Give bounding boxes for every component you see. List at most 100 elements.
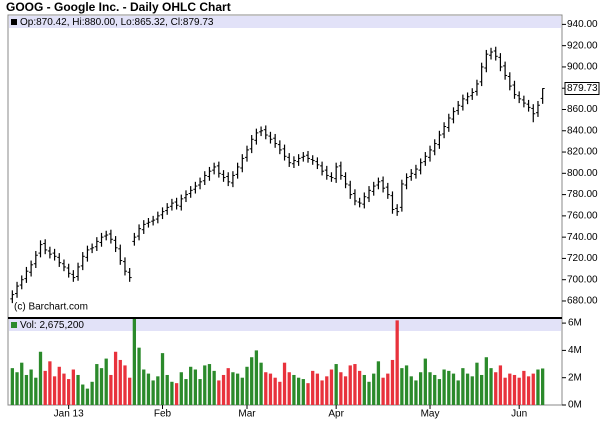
volume-bar: [353, 364, 357, 405]
volume-bar: [329, 369, 334, 405]
volume-bar: [484, 357, 488, 405]
volume-bar: [48, 361, 52, 405]
volume-bar: [160, 353, 165, 405]
volume-bar: [386, 373, 390, 405]
volume-bar: [287, 372, 291, 405]
y-tick-label: 840.00: [567, 125, 598, 136]
volume-bar: [531, 373, 535, 405]
volume-bar: [301, 379, 305, 405]
volume-bar: [62, 373, 66, 405]
volume-bar: [522, 370, 526, 405]
y-tick-label: 900.00: [567, 62, 598, 73]
volume-bar: [189, 366, 193, 405]
volume-bar: [428, 372, 432, 405]
y-tick-label: 720.00: [567, 253, 598, 264]
volume-bar: [503, 377, 507, 405]
volume-bar: [235, 373, 240, 405]
volume-bar: [372, 373, 376, 405]
volume-bar: [409, 376, 413, 405]
y-tick-label: 760.00: [567, 211, 598, 222]
last-price-box: [564, 82, 600, 95]
volume-bar: [99, 368, 104, 405]
volume-bar: [245, 366, 249, 405]
volume-bar: [95, 364, 99, 405]
volume-bar: [536, 369, 540, 405]
volume-bar: [442, 369, 446, 405]
volume-bar: [357, 370, 362, 405]
x-tick-label: Jun: [511, 409, 527, 420]
volume-bar: [254, 350, 259, 405]
volume-bar: [250, 357, 254, 405]
y-tick-label: 680.00: [567, 296, 598, 307]
volume-bar: [456, 380, 460, 405]
volume-bar: [306, 383, 310, 405]
volume-bar: [273, 377, 277, 405]
volume-bar: [132, 319, 137, 405]
volume-bar: [315, 373, 320, 405]
price-legend: Op:870.42, Hi:880.00, Lo:865.32, Cl:879.…: [20, 17, 214, 28]
y-tick-label: 740.00: [567, 232, 598, 243]
volume-bar: [90, 381, 94, 405]
volume-bar: [517, 377, 521, 405]
y-tick-label: 820.00: [567, 147, 598, 158]
volume-bar: [34, 377, 38, 405]
volume-bar: [231, 372, 235, 405]
y-tick-label: 6M: [568, 318, 582, 329]
volume-bar: [217, 380, 221, 405]
volume-bar: [489, 368, 493, 405]
volume-bar: [381, 377, 385, 405]
volume-bar: [38, 351, 43, 405]
volume-bar: [447, 370, 451, 405]
y-tick-label: 0M: [568, 400, 582, 411]
volume-bar: [71, 369, 75, 405]
volume-bar: [367, 381, 371, 405]
volume-bar: [433, 374, 437, 405]
volume-bar: [376, 361, 381, 405]
volume-bar: [343, 376, 348, 405]
volume-bar: [512, 374, 517, 405]
volume-bar: [113, 351, 118, 405]
volume-bar: [526, 376, 531, 405]
volume-bar: [81, 384, 85, 405]
volume-bar: [52, 376, 57, 405]
volume-bar: [465, 373, 470, 405]
volume-bar: [104, 358, 108, 405]
volume-bar: [20, 362, 24, 405]
volume-bar: [494, 372, 498, 405]
volume-bar: [268, 373, 273, 405]
volume-bar: [67, 379, 71, 405]
volume-bar: [207, 364, 212, 405]
volume-bar: [24, 374, 29, 405]
volume-bar: [174, 383, 179, 405]
volume-bar: [146, 373, 151, 405]
volume-bar: [142, 369, 146, 405]
volume-bar: [198, 379, 202, 405]
volume-bar: [212, 370, 216, 405]
y-tick-label: 780.00: [567, 189, 598, 200]
x-tick-label: Jan 13: [54, 409, 84, 420]
volume-bar: [221, 374, 226, 405]
volume-bar: [475, 362, 479, 405]
volume-bar: [76, 374, 80, 405]
legend-swatch: [11, 322, 17, 328]
y-tick-label: 940.00: [567, 19, 598, 30]
volume-bar: [264, 372, 268, 405]
volume-bar: [259, 362, 263, 405]
volume-bar: [203, 365, 207, 405]
volume-bar: [128, 377, 132, 405]
volume-bar: [541, 368, 545, 405]
volume-bar: [240, 377, 244, 405]
volume-bar: [179, 372, 183, 405]
volume-bar: [461, 368, 465, 405]
volume-bar: [451, 373, 456, 405]
volume-bar: [170, 381, 174, 405]
last-price: 879.73: [567, 83, 598, 94]
volume-legend-strip: [9, 319, 561, 331]
x-tick-label: Mar: [238, 409, 256, 420]
volume-bar: [418, 372, 423, 405]
volume-bar: [109, 374, 113, 405]
volume-bar: [339, 372, 343, 405]
volume-bar: [165, 374, 169, 405]
